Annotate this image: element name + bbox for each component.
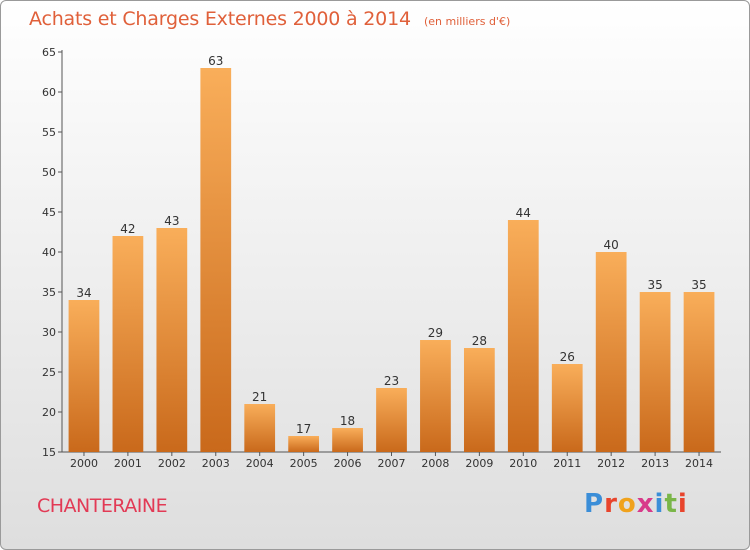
- data-label: 44: [516, 206, 531, 220]
- data-label: 28: [472, 334, 487, 348]
- bar-2001: [112, 236, 144, 452]
- data-label: 35: [647, 278, 662, 292]
- data-labels: 34 42 43 63 21 17 18 23 29 28 44 26 40 35 35: [76, 54, 706, 436]
- y-tick-label: 50: [42, 166, 56, 179]
- y-tick-label: 35: [42, 286, 56, 299]
- y-tick-label: 55: [42, 126, 56, 139]
- x-tick-label: 2004: [246, 457, 274, 470]
- data-label: 23: [384, 374, 399, 388]
- bar-2000: [68, 300, 100, 452]
- x-tick-label: 2006: [334, 457, 362, 470]
- bar-2011: [551, 364, 583, 452]
- bar-2003: [200, 68, 232, 452]
- logo-letter: r: [604, 489, 618, 519]
- data-label: 29: [428, 326, 443, 340]
- y-tick-label: 20: [42, 406, 56, 419]
- data-label: 35: [691, 278, 706, 292]
- x-tick-label: 2001: [114, 457, 142, 470]
- x-tick-label: 2011: [553, 457, 581, 470]
- data-label: 42: [120, 222, 135, 236]
- data-label: 34: [76, 286, 91, 300]
- x-tick-label: 2005: [290, 457, 318, 470]
- y-tick-label: 30: [42, 326, 56, 339]
- x-tick-label: 2014: [685, 457, 713, 470]
- bar-2004: [244, 404, 276, 452]
- proxiti-logo: Proxiti: [584, 489, 688, 519]
- y-tick-label: 45: [42, 206, 56, 219]
- bar-2010: [507, 220, 539, 452]
- bar-2005: [288, 436, 320, 452]
- x-tick-label: 2010: [509, 457, 537, 470]
- bar-2009: [463, 348, 495, 452]
- x-tick-label: 2009: [465, 457, 493, 470]
- data-label: 26: [560, 350, 575, 364]
- x-tick-label: 2007: [378, 457, 406, 470]
- chart-title: Achats et Charges Externes 2000 à 2014: [29, 8, 411, 30]
- bars: [68, 68, 715, 452]
- logo-letter: i: [677, 489, 688, 519]
- chart-subtitle: (en milliers d'€): [423, 15, 511, 28]
- logo-letter: o: [617, 489, 637, 519]
- bar-2007: [376, 388, 407, 452]
- x-tick-label: 2000: [70, 457, 98, 470]
- bar-2014: [683, 292, 715, 452]
- y-tick-label: 15: [42, 446, 56, 459]
- x-tick-label: 2012: [597, 457, 625, 470]
- logo-letter: t: [664, 489, 678, 519]
- bar-2006: [332, 428, 363, 452]
- x-tick-label: 2003: [202, 457, 230, 470]
- x-tick-label: 2002: [158, 457, 186, 470]
- y-tick-label: 25: [42, 366, 56, 379]
- y-tick-label: 40: [42, 246, 56, 259]
- logo-letter: x: [636, 489, 655, 519]
- y-tick-label: 60: [42, 86, 56, 99]
- logo-letter: P: [584, 489, 605, 519]
- data-label: 43: [164, 214, 179, 228]
- city-name: CHANTERAINE: [37, 495, 168, 517]
- data-label: 21: [252, 390, 267, 404]
- bar-2008: [420, 340, 451, 452]
- bar-2013: [639, 292, 671, 452]
- data-label: 17: [296, 422, 311, 436]
- x-tick-label: 2008: [421, 457, 449, 470]
- title-row: Achats et Charges Externes 2000 à 2014 (…: [29, 8, 510, 30]
- data-label: 63: [208, 54, 223, 68]
- bar-2002: [156, 228, 188, 452]
- logo-letter: i: [654, 489, 665, 519]
- bar-2012: [595, 252, 627, 452]
- y-tick-label: 65: [42, 46, 56, 59]
- x-tick-label: 2013: [641, 457, 669, 470]
- data-label: 40: [604, 238, 619, 252]
- data-label: 18: [340, 414, 355, 428]
